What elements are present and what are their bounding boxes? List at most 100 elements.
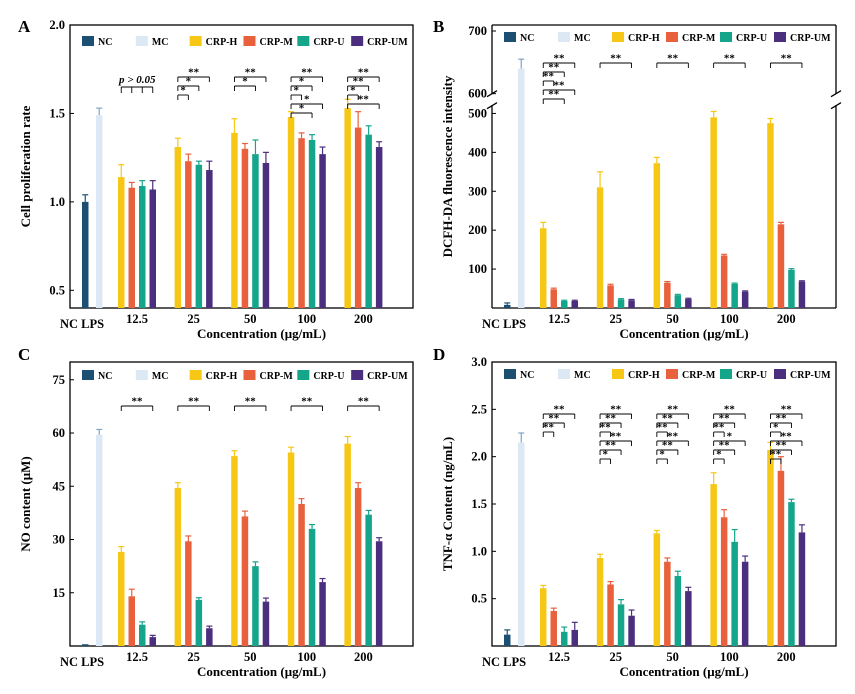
bar-CRP-U — [308, 139, 316, 308]
bar-CRP-U — [252, 154, 259, 308]
legend-label: CRP-U — [736, 370, 767, 381]
bar-CRP-UM — [741, 561, 749, 646]
legend-swatch-CRP-M — [666, 32, 678, 42]
sig-mark: ** — [554, 53, 566, 65]
bar-CRP-H — [344, 108, 351, 308]
legend-label: MC — [574, 33, 591, 44]
sig-mark: ** — [188, 67, 200, 79]
sig-annotation: p > 0.05 — [118, 74, 156, 86]
bar-CRP-UM — [319, 154, 326, 308]
bar-CRP-M — [354, 127, 362, 309]
bar-CRP-H — [540, 588, 547, 646]
sig-mark: ** — [548, 413, 560, 425]
sig-mark: ** — [188, 396, 200, 408]
sig-mark: * — [350, 85, 356, 97]
sig-mark: ** — [554, 404, 566, 416]
x-tick-label: 200 — [777, 650, 796, 664]
bar-CRP-M — [720, 517, 728, 646]
bar-CRP-H — [344, 443, 351, 646]
bar-CRP-U — [308, 528, 316, 646]
sig-mark: ** — [667, 404, 679, 416]
panel-letter: B — [433, 17, 444, 36]
sig-mark: * — [186, 76, 192, 88]
bar-CRP-U — [788, 269, 795, 308]
sig-mark: ** — [554, 80, 566, 92]
legend-label: CRP-M — [682, 370, 716, 381]
bar-NC — [504, 634, 511, 646]
sig-mark: ** — [358, 67, 370, 79]
bar-CRP-UM — [206, 628, 213, 646]
y-tick-label: 60 — [53, 426, 66, 440]
bar-CRP-UM — [262, 601, 270, 646]
sig-mark: ** — [770, 449, 782, 461]
x-tick-label: 200 — [354, 312, 373, 326]
plot-frame — [69, 361, 414, 647]
bar-CRP-M — [607, 285, 614, 308]
bar-CRP-H — [231, 132, 238, 308]
bar-CRP-M — [185, 541, 192, 646]
x-tick-label: 25 — [610, 312, 623, 326]
x-tick-label: 12.5 — [548, 650, 570, 664]
legend-swatch-CRP-UM — [774, 32, 786, 42]
bar-CRP-U — [731, 283, 738, 308]
bar-CRP-UM — [571, 300, 578, 308]
x-tick-label: 25 — [610, 650, 623, 664]
x-tick-label: 12.5 — [126, 312, 148, 326]
sig-mark: * — [659, 449, 665, 461]
x-axis-label: Concentration (μg/mL) — [197, 664, 326, 679]
bar-MC — [518, 68, 525, 308]
sig-mark: ** — [610, 431, 622, 443]
y-tick-label: 30 — [53, 533, 66, 547]
bar-CRP-M — [298, 504, 305, 646]
legend-swatch-CRP-H — [612, 32, 624, 42]
x-tick-label: 50 — [244, 312, 257, 326]
x-axis-label: Concentration (μg/mL) — [619, 326, 748, 341]
sig-mark: ** — [301, 67, 313, 79]
legend-swatch-MC — [558, 32, 570, 42]
control-axis-label: NC LPS — [482, 655, 526, 669]
y-axis-label: DCFH-DA fluorescence intensity — [440, 75, 455, 257]
sig-mark: ** — [657, 422, 669, 434]
bar-CRP-U — [365, 134, 372, 308]
bar-CRP-UM — [685, 299, 692, 308]
y-tick-label: 1.0 — [49, 195, 65, 209]
legend-swatch-CRP-UM — [774, 369, 786, 379]
axis-break-mark — [830, 102, 842, 110]
bar-MC — [96, 115, 103, 308]
legend-swatch-NC — [504, 32, 516, 42]
y-tick-label: 2.5 — [471, 402, 487, 416]
sig-mark: ** — [775, 413, 787, 425]
y-tick-label: 700 — [468, 24, 487, 38]
bar-CRP-U — [139, 624, 146, 646]
control-axis-label: NC LPS — [60, 655, 104, 669]
bar-CRP-U — [731, 541, 738, 646]
bar-CRP-M — [550, 610, 557, 646]
bar-CRP-U — [674, 295, 682, 308]
x-tick-label: 50 — [666, 312, 679, 326]
legend-swatch-CRP-M — [666, 369, 678, 379]
bar-CRP-U — [195, 599, 203, 646]
sig-mark: ** — [548, 89, 560, 101]
legend-label: CRP-U — [736, 33, 767, 44]
bar-CRP-H — [596, 187, 604, 308]
sig-mark: ** — [724, 53, 736, 65]
sig-mark: ** — [610, 53, 622, 65]
sig-mark: ** — [781, 431, 793, 443]
legend-swatch-CRP-H — [189, 370, 202, 380]
sig-mark: ** — [662, 440, 674, 452]
sig-mark: * — [773, 422, 779, 434]
bar-CRP-M — [354, 488, 362, 646]
bar-CRP-UM — [262, 162, 270, 308]
bar-MC — [518, 442, 525, 646]
sig-mark: ** — [543, 71, 555, 83]
bar-CRP-U — [561, 300, 568, 308]
x-axis-label: Concentration (μg/mL) — [619, 664, 748, 679]
bar-CRP-H — [596, 557, 604, 646]
legend-label: CRP-H — [628, 33, 660, 44]
sig-mark: ** — [667, 53, 679, 65]
y-tick-label: 1.5 — [471, 497, 487, 511]
legend-label: CRP-U — [313, 37, 344, 48]
x-tick-label: 12.5 — [548, 312, 570, 326]
bar-CRP-M — [720, 255, 728, 308]
